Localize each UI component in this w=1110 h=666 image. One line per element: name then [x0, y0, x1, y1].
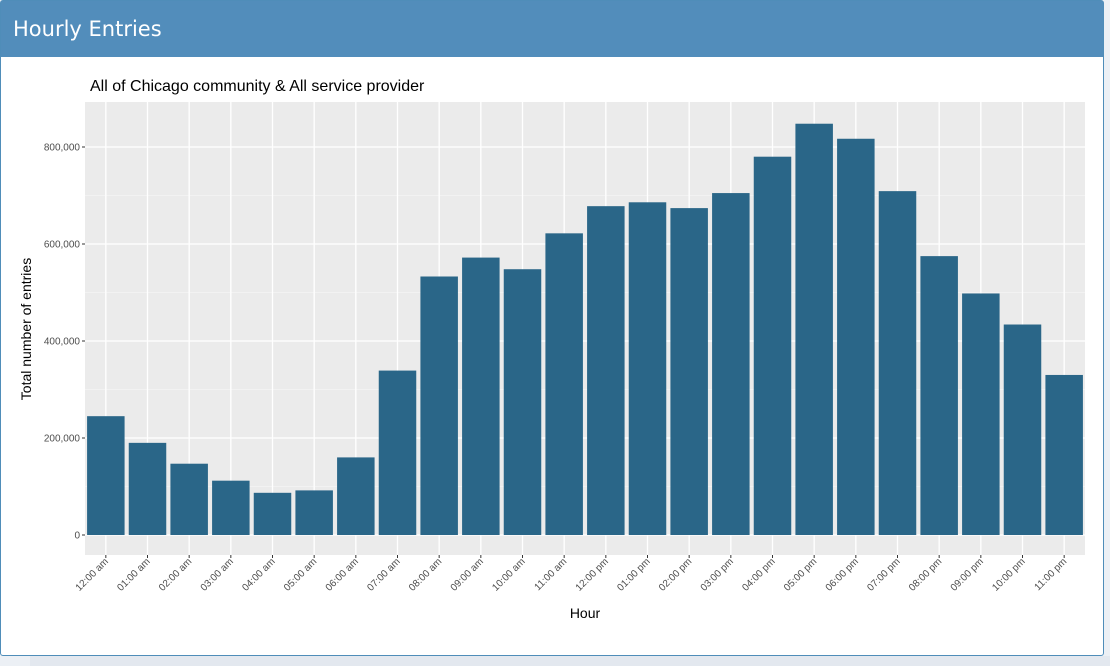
x-tick-label: 06:00 am — [324, 556, 361, 593]
hourly-entries-chart: All of Chicago community & All service p… — [18, 78, 1085, 621]
x-tick-label: 09:00 am — [449, 556, 486, 593]
hourly-entries-box: Hourly Entries All of Chicago community … — [0, 0, 1104, 656]
box-header: Hourly Entries — [1, 1, 1103, 57]
x-tick-label: 01:00 pm — [615, 556, 652, 593]
chart-title: All of Chicago community & All service p… — [90, 78, 425, 95]
x-tick-label: 04:00 am — [240, 556, 277, 593]
x-tick-label: 07:00 pm — [865, 556, 902, 593]
bar — [878, 191, 917, 535]
bar — [212, 480, 250, 535]
x-tick-label: 11:00 am — [533, 556, 570, 593]
bar — [628, 202, 667, 536]
x-tick-label: 08:00 am — [407, 556, 444, 593]
bar — [920, 256, 958, 535]
x-tick-label: 03:00 am — [199, 556, 236, 593]
x-tick-label: 12:00 am — [74, 556, 111, 593]
bar — [962, 293, 1000, 535]
y-tick-label: 800,000 — [44, 143, 81, 154]
x-axis: 12:00 am 01:00 am 02:00 am 03:00 am 04:00 am… — [74, 555, 1070, 594]
bar — [170, 463, 208, 535]
x-tick-label: 05:00 am — [282, 556, 319, 593]
bar — [753, 156, 792, 535]
x-tick-label: 04:00 pm — [740, 556, 777, 593]
x-tick-label: 02:00 am — [157, 556, 194, 593]
bar — [712, 193, 750, 535]
x-tick-label: 01:00 am — [115, 556, 152, 593]
bar — [462, 257, 500, 535]
bar — [670, 208, 708, 536]
bars-layer — [87, 123, 1083, 536]
y-axis-label: Total number of entries — [18, 258, 34, 400]
plot-panel — [85, 102, 1085, 555]
bar — [87, 416, 125, 535]
y-tick-label: 400,000 — [44, 337, 81, 348]
bar — [503, 269, 542, 535]
y-axis: 0 200,000 400,000 600,000 800,000 — [44, 143, 85, 542]
x-tick-label: 02:00 pm — [657, 556, 694, 593]
bar — [420, 276, 458, 535]
bar — [1003, 324, 1042, 535]
bar — [253, 492, 292, 535]
y-tick-label: 200,000 — [44, 434, 81, 445]
bar — [795, 123, 833, 535]
x-tick-label: 05:00 pm — [782, 556, 819, 593]
box-body: All of Chicago community & All service p… — [1, 57, 1101, 652]
bar — [837, 138, 875, 535]
x-tick-label: 10:00 am — [490, 556, 527, 593]
box-title: Hourly Entries — [13, 17, 162, 41]
bar — [295, 490, 333, 535]
bar — [128, 442, 167, 535]
x-axis-label: Hour — [570, 605, 601, 621]
bar — [587, 206, 625, 536]
bar — [337, 457, 375, 535]
minor-gridlines — [85, 195, 1085, 487]
bar — [545, 233, 583, 535]
x-tick-label: 03:00 pm — [699, 556, 736, 593]
x-tick-label: 08:00 pm — [907, 556, 944, 593]
x-tick-label: 06:00 pm — [824, 556, 861, 593]
bar — [378, 370, 417, 535]
bar — [1045, 374, 1083, 535]
x-tick-label: 11:00 pm — [1033, 556, 1070, 593]
y-tick-label: 0 — [74, 531, 80, 542]
y-tick-label: 600,000 — [44, 240, 81, 251]
x-tick-label: 07:00 am — [365, 556, 402, 593]
x-tick-label: 12:00 pm — [574, 556, 611, 593]
page-bottom-strip — [30, 656, 1110, 666]
x-tick-label: 09:00 pm — [949, 556, 986, 593]
x-tick-label: 10:00 pm — [990, 556, 1027, 593]
